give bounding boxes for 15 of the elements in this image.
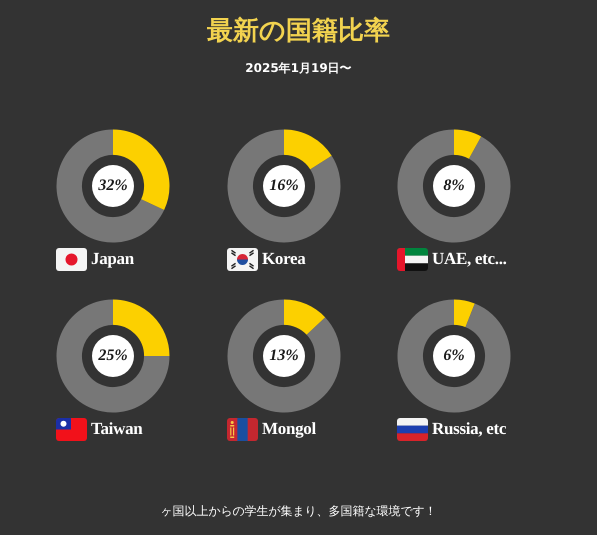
text: Korea	[262, 249, 306, 269]
data-label: 13%	[269, 346, 299, 364]
text: ヶ国以上からの学生が集まり、多国籍な環境です！	[160, 503, 438, 520]
text: UAE, etc...	[432, 249, 507, 269]
text: Taiwan	[91, 419, 142, 439]
text: Russia, etc	[432, 419, 506, 439]
data-label: 16%	[269, 176, 299, 194]
data-label: 32%	[97, 176, 128, 194]
text: Japan	[91, 249, 134, 269]
text: 最新の国籍比率	[206, 15, 391, 48]
text: 2025年1月19日〜	[244, 60, 353, 77]
data-label: 6%	[443, 346, 465, 364]
text: Mongol	[262, 419, 316, 439]
data-label: 8%	[443, 176, 465, 194]
data-label: 25%	[97, 346, 128, 364]
